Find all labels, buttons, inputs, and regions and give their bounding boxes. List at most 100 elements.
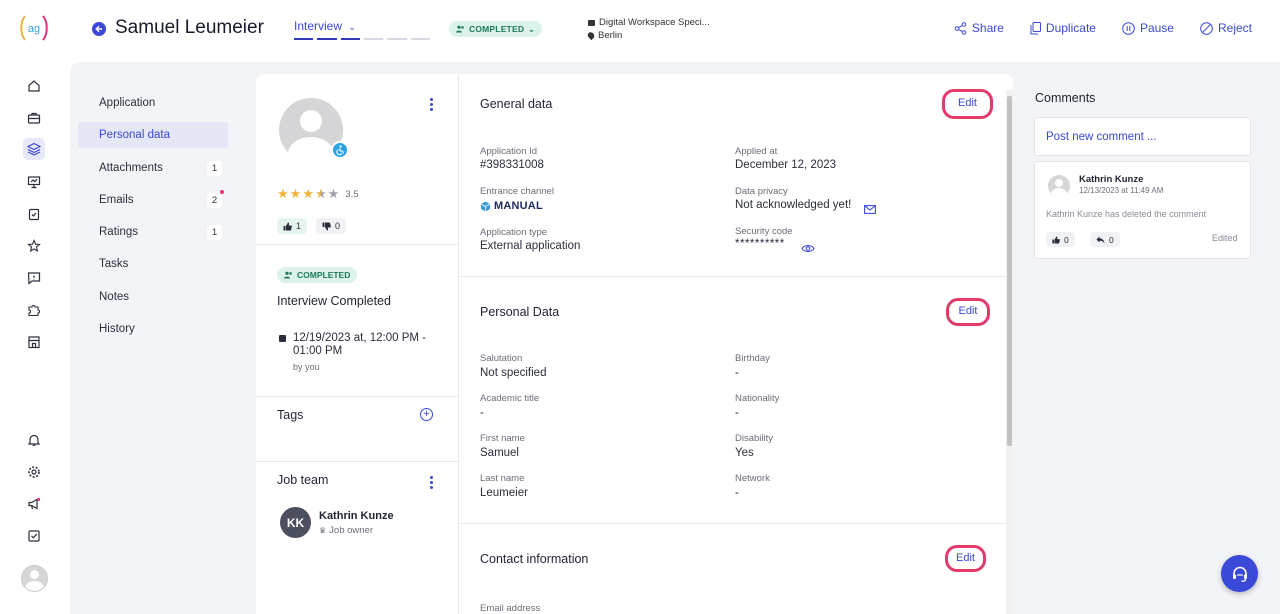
user-avatar[interactable] (21, 565, 48, 592)
checkbox-icon[interactable] (23, 525, 45, 547)
stage-dropdown[interactable]: Interview ⌄ (294, 19, 356, 33)
stage-step (294, 38, 314, 40)
nav-item-label: Application (99, 97, 156, 109)
headset-icon (1232, 566, 1247, 582)
stage-step (317, 38, 337, 40)
divider (256, 461, 458, 462)
chevron-down-icon: ⌄ (348, 22, 356, 32)
academic-title-value: - (480, 407, 484, 419)
nationality-value: - (735, 407, 739, 419)
comment-reply-button[interactable]: 0 (1090, 232, 1120, 247)
nationality-label: Nationality (735, 393, 780, 404)
comment-like-button[interactable]: 0 (1046, 232, 1075, 247)
status-label: COMPLETED (469, 24, 525, 34)
edit-personal-button[interactable]: Edit (946, 298, 990, 326)
star-full-icon: ★ (302, 186, 314, 201)
divider (458, 523, 1006, 524)
star-full-icon: ★ (277, 186, 289, 201)
profile-more-icon[interactable] (430, 98, 433, 111)
chat-icon[interactable] (23, 267, 45, 289)
envelope-icon[interactable] (864, 201, 876, 219)
puzzle-icon[interactable] (23, 299, 45, 321)
nav-item-notes[interactable]: Notes (78, 284, 228, 310)
downvote-count: 0 (335, 221, 341, 231)
header-actions: Share Duplicate Pause Reject (954, 21, 1252, 35)
clipboard-check-icon[interactable] (23, 203, 45, 225)
home-icon[interactable] (23, 75, 45, 97)
eye-icon[interactable] (801, 240, 815, 258)
chevron-down-icon: ⌄ (528, 24, 536, 34)
nav-item-attachments[interactable]: Attachments 1 (78, 155, 228, 181)
nav-item-history[interactable]: History (78, 316, 228, 342)
divider (458, 276, 1006, 277)
share-label: Share (971, 21, 1004, 35)
job-team-title: Job team (277, 473, 329, 487)
team-member-avatar: KK (280, 507, 311, 538)
nav-item-tasks[interactable]: Tasks (78, 251, 228, 277)
location-pin-icon (586, 30, 596, 41)
add-tag-button[interactable]: + (420, 408, 433, 421)
job-team-more-icon[interactable] (430, 476, 433, 489)
settings-icon[interactable] (23, 461, 45, 483)
star-half-icon: ★ (314, 186, 327, 201)
duplicate-button[interactable]: Duplicate (1030, 21, 1096, 35)
reject-label: Reject (1217, 21, 1252, 35)
nav-item-label: Ratings (99, 226, 138, 239)
star-rating[interactable]: ★ ★ ★ ★ ★ 3.5 (277, 186, 359, 202)
applied-at-label: Applied at (735, 146, 778, 157)
layers-icon[interactable] (23, 138, 45, 160)
candidate-name: Samuel Leumeier (115, 17, 264, 38)
count-badge: 2 (207, 192, 222, 208)
status-title: Interview Completed (277, 294, 391, 308)
application-id-value: #398331008 (480, 159, 544, 171)
tags-title: Tags (277, 408, 304, 422)
job-info[interactable]: Digital Workspace Speci... Berlin (586, 16, 710, 42)
nav-item-emails[interactable]: Emails 2 (78, 187, 228, 213)
nav-item-personal-data[interactable]: Personal data (78, 122, 228, 149)
pause-button[interactable]: Pause (1122, 21, 1174, 35)
nav-item-ratings[interactable]: Ratings 1 (78, 219, 228, 245)
people-icon (456, 25, 464, 33)
pause-label: Pause (1139, 21, 1174, 35)
support-chat-button[interactable] (1221, 555, 1258, 592)
comment-edited-label: Edited (1212, 233, 1238, 243)
store-icon[interactable] (23, 331, 45, 353)
megaphone-icon[interactable] (23, 493, 45, 515)
nav-item-label: Personal data (99, 129, 170, 142)
last-name-value: Leumeier (480, 487, 528, 499)
briefcase-icon[interactable] (23, 107, 45, 129)
back-arrow-icon[interactable] (92, 22, 106, 36)
scrollbar-thumb[interactable] (1007, 96, 1012, 446)
comment-author: Kathrin Kunze (1079, 174, 1144, 185)
pause-icon (1122, 21, 1135, 35)
data-privacy-value: Not acknowledged yet! (735, 199, 852, 211)
share-button[interactable]: Share (954, 21, 1004, 35)
network-label: Network (735, 473, 770, 484)
app-logo[interactable]: ag (19, 13, 49, 43)
birthday-value: - (735, 367, 739, 379)
entrance-channel-value: MANUAL (480, 200, 543, 212)
left-rail (0, 62, 70, 614)
upvote-button[interactable]: 1 (277, 218, 308, 234)
last-name-label: Last name (480, 473, 525, 484)
salutation-value: Not specified (480, 367, 547, 379)
nav-item-application[interactable]: Application (78, 90, 228, 116)
bell-icon[interactable] (23, 429, 45, 451)
avatar-body (25, 581, 44, 591)
status-dropdown[interactable]: COMPLETED ⌄ (449, 21, 543, 37)
application-type-label: Application type (480, 227, 548, 238)
star-icon[interactable] (23, 235, 45, 257)
crown-icon: ♛ (319, 526, 327, 535)
calendar-icon (279, 335, 286, 342)
data-privacy-label: Data privacy (735, 186, 788, 197)
reject-button[interactable]: Reject (1200, 21, 1252, 35)
edit-contact-button[interactable]: Edit (945, 545, 986, 572)
nav-item-label: Tasks (99, 258, 129, 271)
presentation-icon[interactable] (23, 171, 45, 193)
team-member-name[interactable]: Kathrin Kunze (319, 510, 394, 522)
downvote-button[interactable]: 0 (316, 218, 347, 234)
post-comment-input[interactable]: Post new comment ... (1034, 117, 1251, 156)
edit-general-button[interactable]: Edit (942, 89, 993, 119)
stage-step (363, 38, 384, 40)
comment-text: Kathrin Kunze has deleted the comment (1046, 209, 1207, 219)
